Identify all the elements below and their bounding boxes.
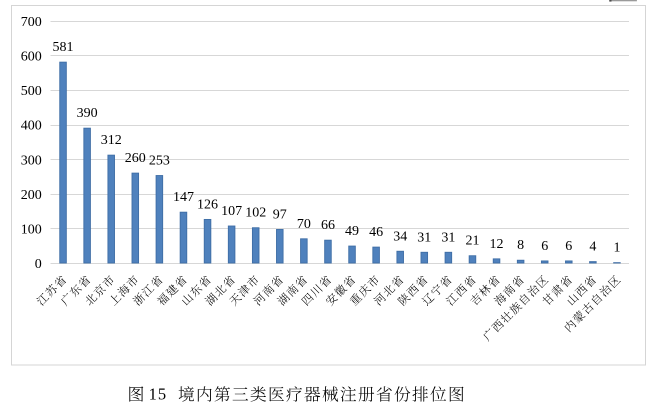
svg-text:0: 0 bbox=[35, 257, 42, 272]
svg-text:34: 34 bbox=[393, 229, 407, 244]
svg-text:1: 1 bbox=[613, 241, 620, 256]
svg-text:6: 6 bbox=[565, 239, 572, 254]
svg-text:15: 15 bbox=[149, 385, 168, 404]
svg-text:260: 260 bbox=[125, 151, 146, 166]
svg-text:390: 390 bbox=[77, 106, 98, 121]
svg-text:147: 147 bbox=[173, 190, 194, 205]
svg-text:581: 581 bbox=[53, 40, 74, 55]
svg-text:100: 100 bbox=[21, 222, 42, 237]
svg-text:107: 107 bbox=[221, 204, 242, 219]
svg-text:8: 8 bbox=[517, 238, 524, 253]
svg-text:97: 97 bbox=[273, 207, 287, 222]
svg-text:4: 4 bbox=[589, 240, 596, 255]
svg-text:31: 31 bbox=[441, 230, 455, 245]
svg-text:102: 102 bbox=[245, 206, 266, 221]
svg-text:70: 70 bbox=[297, 217, 311, 232]
svg-text:600: 600 bbox=[21, 50, 42, 65]
svg-text:46: 46 bbox=[369, 225, 383, 240]
svg-text:31: 31 bbox=[417, 230, 431, 245]
svg-text:21: 21 bbox=[465, 234, 479, 249]
svg-text:253: 253 bbox=[149, 154, 170, 169]
svg-text:49: 49 bbox=[345, 224, 359, 239]
svg-text:500: 500 bbox=[21, 84, 42, 99]
svg-text:400: 400 bbox=[21, 119, 42, 134]
svg-text:6: 6 bbox=[541, 239, 548, 254]
svg-text:200: 200 bbox=[21, 188, 42, 203]
svg-text:66: 66 bbox=[321, 218, 335, 233]
svg-text:300: 300 bbox=[21, 153, 42, 168]
svg-text:312: 312 bbox=[101, 133, 122, 148]
svg-text:12: 12 bbox=[490, 237, 504, 252]
svg-text:126: 126 bbox=[197, 197, 218, 212]
svg-text:700: 700 bbox=[21, 15, 42, 30]
